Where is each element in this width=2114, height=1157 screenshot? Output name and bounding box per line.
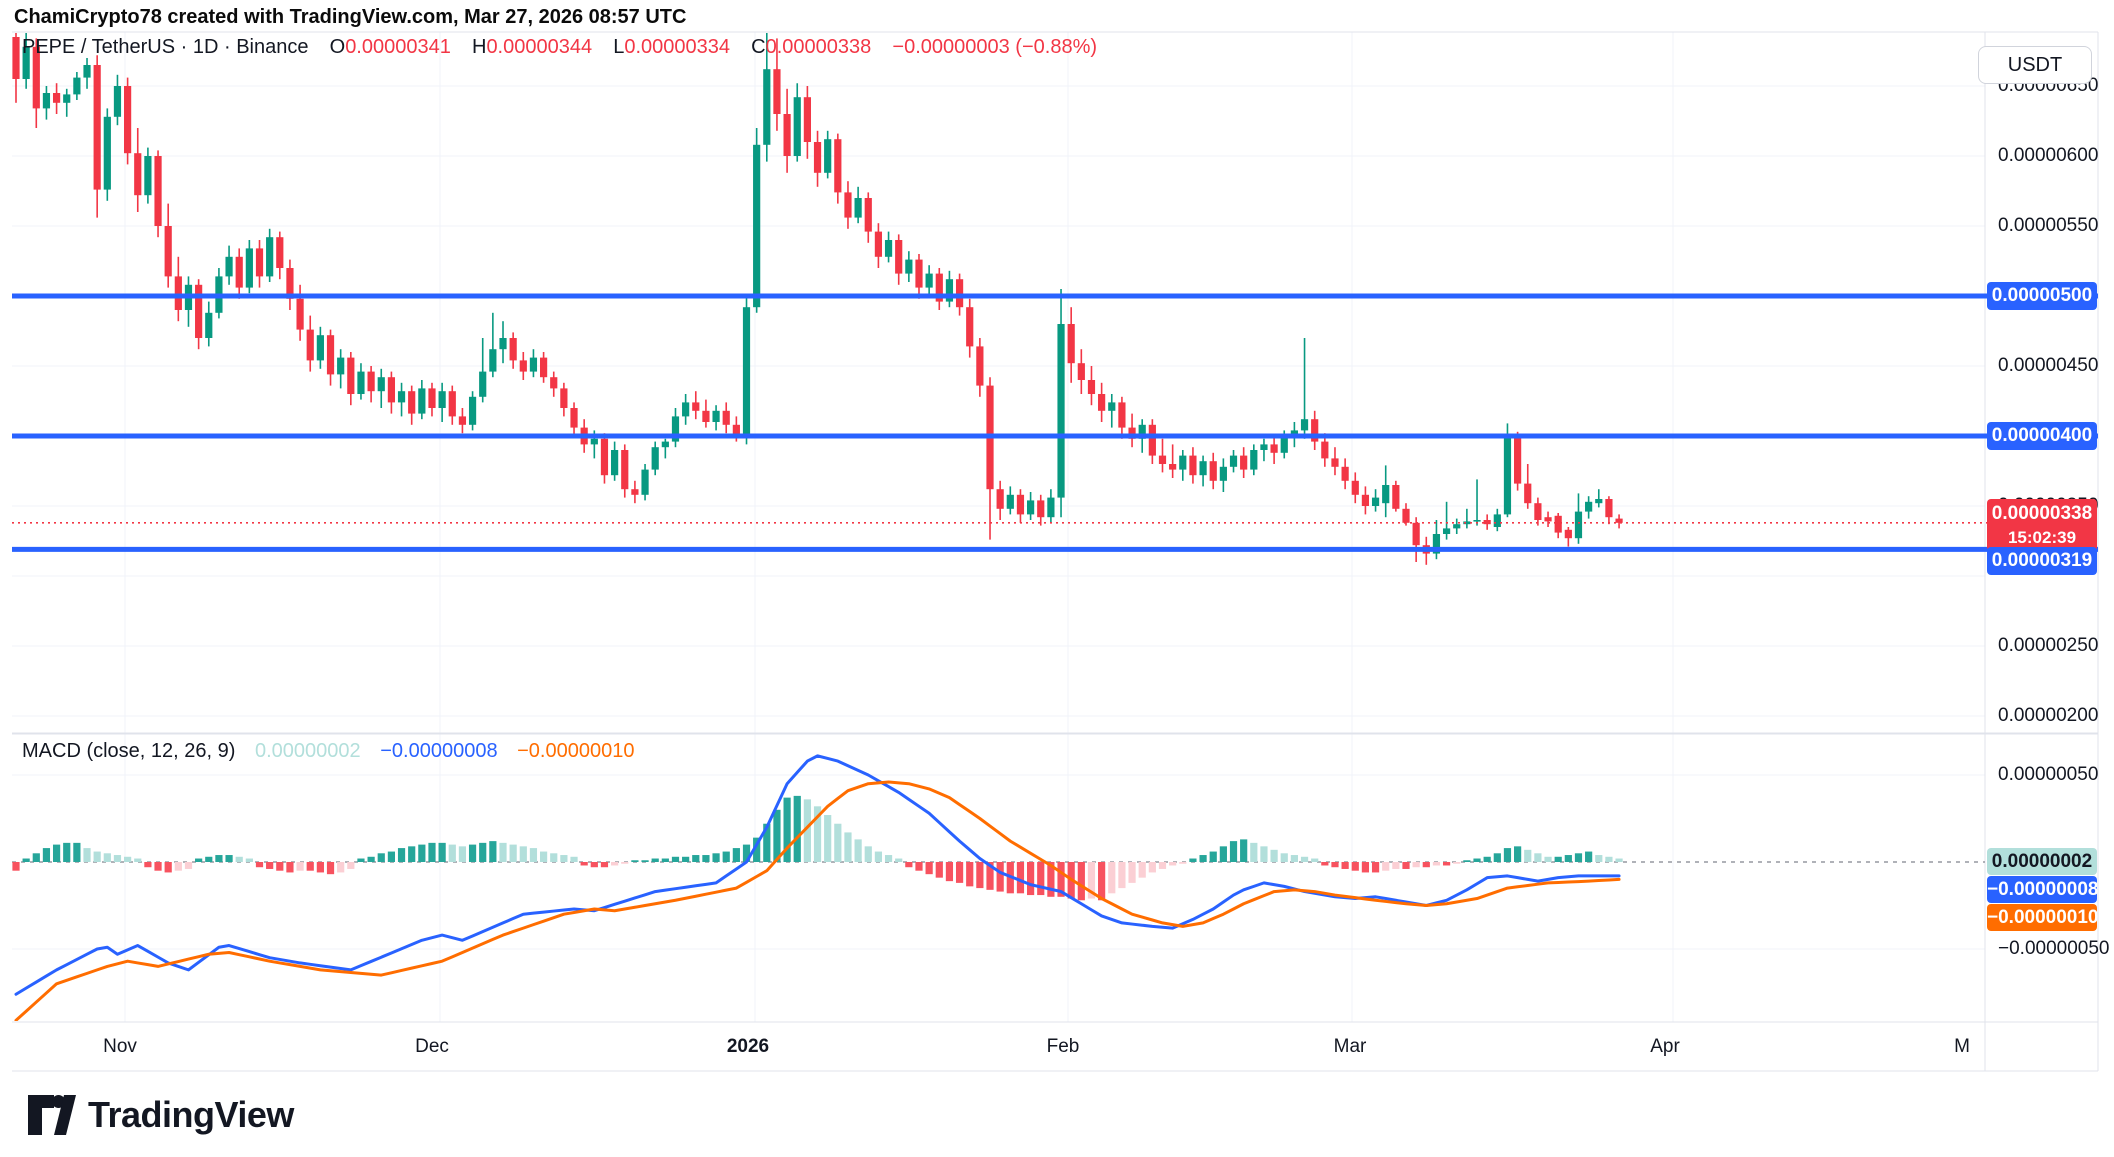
low-value: 0.00000334: [624, 36, 731, 58]
price-axis-label: 0.00000600: [1998, 145, 2099, 166]
open-value: 0.00000341: [345, 36, 451, 58]
macd-title: MACD (close, 12, 26, 9): [22, 740, 236, 762]
last-price-badge: 0.00000338 15:02:39: [1987, 498, 2097, 551]
time-axis-label-m: M: [1954, 1036, 1970, 1057]
price-axis-label: 0.00000550: [1998, 215, 2099, 236]
interval-label: 1D: [192, 36, 219, 58]
price-pane-legend[interactable]: PEPE / TetherUS · 1D · Binance O0.000003…: [22, 36, 1098, 58]
level-badge-319: 0.00000319: [1987, 547, 2097, 576]
time-axis-label-mar: Mar: [1333, 1036, 1367, 1057]
symbol-title: PEPE / TetherUS: [22, 36, 176, 58]
high-label: H: [471, 36, 487, 58]
close-value: 0.00000338: [765, 36, 872, 58]
attribution-text: ChamiCrypto78 created with TradingView.c…: [14, 6, 687, 28]
macd-line-value: −0.00000008: [380, 740, 498, 762]
macd-axis-label: −0.00000050: [1998, 938, 2110, 959]
high-value: 0.00000344: [486, 36, 593, 58]
tradingview-icon: [28, 1095, 76, 1135]
exchange-label: Binance: [236, 36, 309, 58]
macd-signal-badge: −0.00000010: [1987, 904, 2098, 931]
macd-signal-value: −0.00000010: [517, 740, 635, 762]
price-axis-label: 0.00000450: [1998, 355, 2099, 376]
tradingview-wordmark: TradingView: [88, 1094, 294, 1135]
time-axis-label-dec: Dec: [415, 1036, 449, 1057]
time-axis-label-apr: Apr: [1650, 1036, 1680, 1057]
macd-legend[interactable]: MACD (close, 12, 26, 9) 0.00000002 −0.00…: [22, 740, 634, 763]
level-badge-400: 0.00000400: [1987, 422, 2097, 450]
low-label: L: [613, 36, 625, 58]
price-axis-label: 0.00000250: [1998, 635, 2099, 656]
close-label: C: [751, 36, 766, 58]
currency-toggle-button[interactable]: USDT: [1978, 46, 2092, 84]
change-value: −0.00000003 (−0.88%): [892, 36, 1098, 58]
tradingview-logo[interactable]: TradingView: [28, 1094, 294, 1136]
level-badge-500: 0.00000500: [1987, 282, 2097, 310]
macd-hist-badge: 0.00000002: [1987, 848, 2097, 875]
macd-axis-label: 0.00000050: [1998, 764, 2099, 785]
bar-countdown: 15:02:39: [2007, 527, 2077, 547]
time-axis-label-2026: 2026: [726, 1036, 770, 1057]
open-label: O: [329, 36, 346, 58]
last-price-value: 0.00000338: [1991, 502, 2093, 524]
price-axis-label: 0.00000200: [1998, 705, 2099, 726]
macd-line-badge: −0.00000008: [1987, 876, 2098, 903]
time-axis-label-feb: Feb: [1046, 1036, 1080, 1057]
macd-hist-value: 0.00000002: [254, 740, 361, 762]
time-axis-label-nov: Nov: [103, 1036, 137, 1057]
